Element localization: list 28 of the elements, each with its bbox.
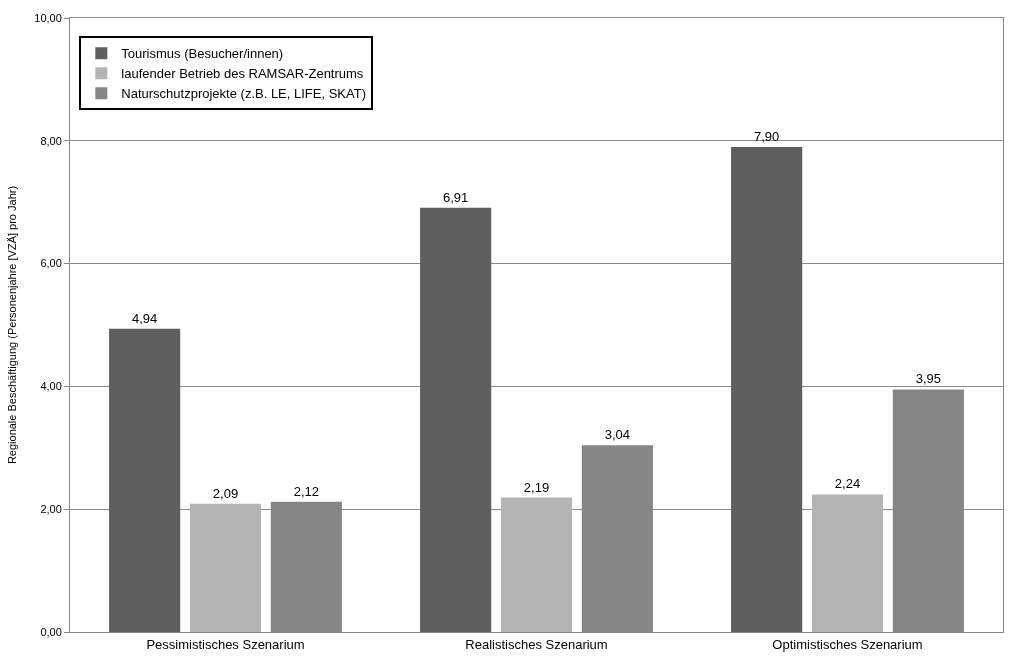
data-label: 4,94 <box>131 310 158 326</box>
y-tick-label: 6,00 <box>40 257 62 270</box>
y-tick-label: 4,00 <box>40 380 62 393</box>
data-label: 2,09 <box>212 485 239 501</box>
data-label: 3,04 <box>604 427 631 443</box>
x-tick-label: Optimistisches Szenarium <box>772 636 923 652</box>
y-axis-title: Regionale Beschäftigung (Personenjahre [VZÄ] pro Jahr) <box>5 185 18 465</box>
y-tick-label: 2,00 <box>40 503 62 516</box>
y-tick-label: 0,00 <box>40 625 62 638</box>
data-label: 2,12 <box>293 483 320 499</box>
y-tick-label: 8,00 <box>40 134 62 147</box>
data-label: 6,91 <box>442 189 469 205</box>
bar <box>189 503 262 632</box>
data-label: 2,24 <box>834 476 861 492</box>
legend-label: Naturschutzprojekte (z.B. LE, LIFE, SKAT) <box>121 86 367 102</box>
x-tick-label: Pessimistisches Szenarium <box>146 636 305 652</box>
data-label: 3,95 <box>915 371 942 387</box>
bar <box>731 146 803 632</box>
x-tick-label: Realistisches Szenarium <box>465 636 608 652</box>
bar <box>811 494 884 632</box>
legend-label: Tourismus (Besucher/innen) <box>121 46 284 62</box>
legend-label: laufender Betrieb des RAMSAR-Zentrums <box>121 66 364 82</box>
data-label: 7,90 <box>753 128 780 144</box>
y-tick-label: 10,00 <box>34 11 62 24</box>
bar <box>109 328 181 632</box>
data-label: 2,19 <box>523 479 550 495</box>
bar <box>420 207 492 632</box>
bar <box>500 497 573 632</box>
